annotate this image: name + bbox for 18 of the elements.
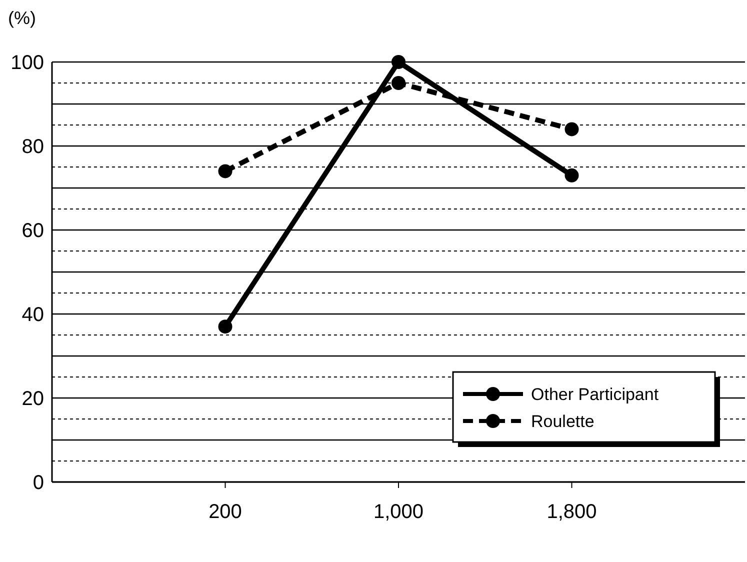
point	[564, 168, 579, 182]
point	[218, 164, 232, 178]
point	[218, 320, 232, 334]
point	[392, 76, 406, 90]
y-tick-label: 20	[22, 388, 44, 410]
x-tick-label: 1,000	[373, 501, 424, 523]
legend-label: Other Participant	[531, 384, 659, 404]
y-tick-label: 100	[10, 52, 44, 74]
legend-label: Roulette	[531, 412, 594, 431]
y-tick-label: 80	[22, 136, 44, 158]
y-tick-label: 40	[22, 304, 44, 326]
x-tick-label: 200	[208, 501, 242, 523]
y-tick-label: 60	[22, 220, 44, 242]
point	[392, 55, 406, 69]
x-tick-label: 1,800	[546, 501, 597, 523]
y-axis-title: (%)	[8, 8, 36, 28]
y-tick-label: 0	[32, 472, 44, 494]
point	[564, 122, 579, 136]
